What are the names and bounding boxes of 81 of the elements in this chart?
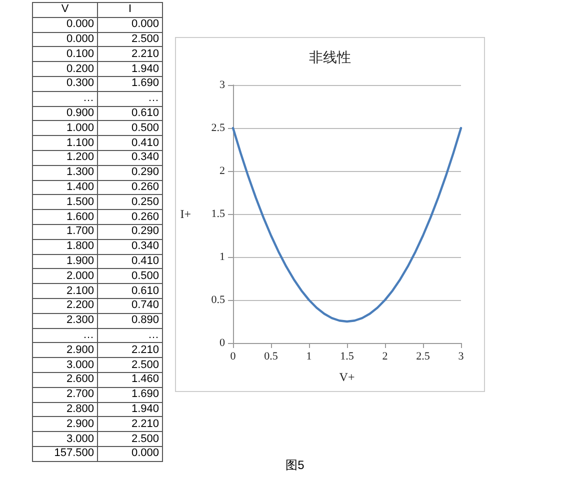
text: 0.260	[131, 210, 159, 223]
y-tick-label: 1	[220, 251, 225, 263]
line-series	[232, 126, 462, 323]
text: 1.500	[66, 196, 94, 208]
y-tick-label: 1.5	[211, 208, 226, 220]
text: 2.300	[66, 314, 94, 326]
text: 0.200	[66, 62, 94, 75]
text: 1.940	[131, 62, 159, 75]
text: 0.900	[66, 106, 94, 119]
text: 2.210	[131, 48, 159, 60]
text: 2.100	[66, 284, 94, 297]
text: 0.260	[131, 180, 159, 193]
text: …	[83, 92, 94, 104]
x-tick-label: 1.5	[340, 350, 354, 362]
text: 0.740	[131, 299, 159, 312]
text: …	[83, 328, 94, 341]
text: 2.500	[131, 32, 159, 45]
text: 1.200	[66, 151, 94, 164]
text: 0.340	[131, 240, 159, 252]
text: 2.210	[131, 344, 159, 356]
y-tick-label: 3	[220, 79, 226, 91]
text: 1.600	[66, 210, 94, 223]
text: 2.900	[66, 344, 94, 356]
text: 1.690	[131, 77, 159, 90]
text: 1.400	[66, 180, 94, 193]
x-axis-title: V+	[339, 370, 355, 384]
text: 0.340	[131, 151, 159, 164]
y-tick-label: 2.5	[211, 122, 226, 134]
text: 1.700	[66, 225, 94, 238]
text: 1.000	[66, 122, 94, 134]
text: 0.500	[131, 270, 159, 282]
x-tick-label: 1	[306, 350, 312, 362]
text: …	[148, 328, 159, 341]
x-tick-label: 2.5	[416, 350, 430, 362]
y-axis-title: I+	[180, 207, 192, 221]
text: 1.690	[131, 388, 159, 400]
text: 0.000	[66, 18, 94, 30]
text: 2.800	[66, 402, 94, 415]
text: 0.100	[66, 48, 94, 60]
text: 1.800	[66, 240, 94, 252]
category-label: V	[32, 2, 98, 18]
caption: 图5	[284, 457, 306, 474]
x-tick-label: 0	[230, 350, 236, 362]
text: 0.890	[131, 314, 159, 326]
x-tick-label: 2	[382, 350, 388, 362]
text: 0.000	[131, 18, 159, 30]
text: 1.300	[66, 166, 94, 178]
text: 3.000	[66, 432, 94, 444]
category-label: I	[98, 2, 162, 18]
text: 0.000	[131, 447, 159, 460]
text: 2.500	[131, 358, 159, 371]
text: …	[148, 92, 159, 104]
y-tick-label: 2	[220, 165, 225, 177]
text: 0.250	[131, 196, 159, 208]
text: 2.900	[66, 418, 94, 430]
chart-title: 非线性	[309, 50, 351, 66]
text: 0.290	[131, 166, 159, 178]
text: 0.500	[131, 122, 159, 134]
text: 0.610	[131, 284, 159, 297]
y-tick-label: 0	[220, 337, 226, 349]
text: 0.000	[66, 32, 94, 45]
text: 0.290	[131, 225, 159, 238]
text: 0.610	[131, 106, 159, 119]
text: 1.460	[131, 373, 159, 386]
text: 0.300	[66, 77, 94, 90]
x-tick-label: 3	[458, 350, 464, 362]
y-tick-label: 0.5	[211, 294, 226, 306]
text: 2.700	[66, 388, 94, 400]
text: 2.200	[66, 299, 94, 312]
text: 1.100	[66, 136, 94, 149]
text: 2.500	[131, 432, 159, 444]
x-tick-label: 0.5	[264, 350, 278, 362]
text: 2.000	[66, 270, 94, 282]
text: 157.500	[54, 447, 94, 460]
text: 0.410	[131, 254, 159, 267]
text: 3.000	[66, 358, 94, 371]
text: 1.940	[131, 402, 159, 415]
text: 1.900	[66, 254, 94, 267]
text: 0.410	[131, 136, 159, 149]
text: 2.210	[131, 418, 159, 430]
text: 2.600	[66, 373, 94, 386]
